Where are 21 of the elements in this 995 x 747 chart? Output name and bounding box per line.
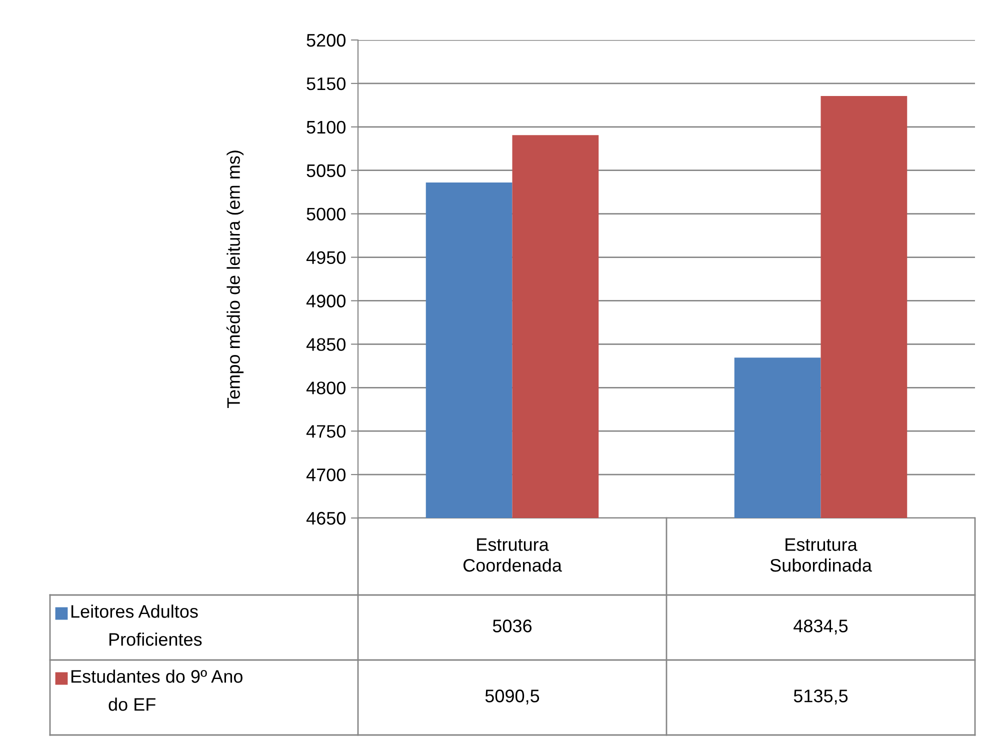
y-tick-label: 4850: [306, 338, 346, 351]
legend-label: Leitores Adultos Proficientes: [71, 604, 202, 646]
y-tick-label: 4700: [306, 468, 346, 482]
y-tick-label: 5150: [306, 77, 346, 90]
data-label: 5090,5: [485, 690, 540, 704]
y-tick-label: 4800: [306, 382, 346, 394]
y-tick-label: 4950: [306, 251, 346, 264]
legend-label: Estudantes do 9º Ano do EF: [71, 670, 242, 711]
data-label: 5135,5: [794, 690, 848, 704]
data-label: 5036: [492, 620, 532, 632]
y-tick-label: 5200: [306, 34, 346, 47]
x-tick-label: Estrutura Coordenada: [463, 538, 562, 572]
y-tick-label: 5050: [306, 164, 346, 178]
y-tick-label: 5100: [306, 120, 346, 134]
y-tick-label: 4750: [306, 425, 346, 438]
y-axis-title: Tempo médio de leitura (em ms): [226, 150, 244, 408]
data-label: 4834,5: [794, 620, 848, 634]
y-tick-label: 5000: [306, 208, 346, 221]
y-tick-label: 4900: [306, 294, 346, 308]
y-tick-label: 4650: [306, 512, 346, 525]
x-tick-label: Estrutura Subordinada: [770, 538, 872, 572]
